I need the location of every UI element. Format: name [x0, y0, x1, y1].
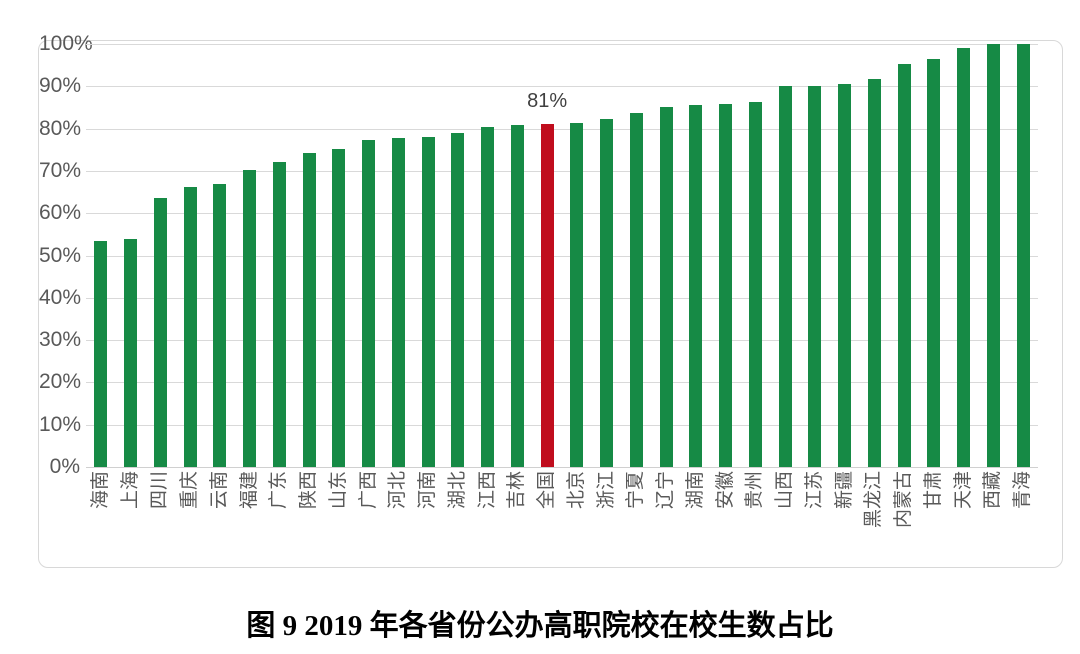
bar	[362, 139, 376, 467]
gridline	[86, 44, 1038, 45]
bar	[986, 44, 1000, 467]
bar	[481, 126, 495, 467]
x-tick-label: 四川	[149, 471, 171, 510]
x-axis-labels: 海南 上海 四川 重庆 云南 福建 广东 陕西 山东 广西 河北 河南 湖北 江西 吉林 全国 北京 浙江 宁夏 辽宁…	[86, 468, 1038, 568]
bar	[421, 137, 435, 467]
bar	[927, 58, 941, 467]
x-tick-label: 辽宁	[655, 471, 677, 510]
bar	[302, 153, 316, 467]
x-tick-label: 新疆	[833, 471, 855, 510]
y-tick-label: 80%	[39, 116, 82, 140]
bar	[600, 119, 614, 467]
x-tick-label: 内蒙古	[893, 471, 915, 529]
x-tick-label: 河北	[387, 471, 409, 510]
gridline	[86, 382, 1038, 384]
x-tick-label: 陕西	[298, 471, 320, 510]
bar-chart: 100% 90% 80% 70% 60% 50% 40% 30% 20% 10% 0% 81% 海南…	[38, 32, 1063, 568]
y-tick-label: 0%	[49, 455, 80, 478]
x-tick-label: 浙江	[595, 471, 617, 510]
bar	[391, 138, 405, 467]
bar	[897, 63, 911, 467]
bar	[719, 104, 733, 467]
x-tick-label: 云南	[208, 471, 230, 510]
bar	[243, 169, 257, 467]
y-tick-label: 40%	[39, 285, 82, 309]
x-tick-label: 山西	[774, 471, 796, 510]
x-tick-label: 黑龙江	[863, 471, 885, 529]
x-tick-label: 山东	[327, 471, 349, 510]
bar	[183, 187, 197, 467]
y-tick-label: 30%	[39, 328, 82, 352]
x-tick-label: 宁夏	[625, 471, 647, 510]
x-tick-label: 全国	[536, 471, 558, 510]
bar	[272, 162, 286, 467]
bar	[748, 101, 762, 467]
x-tick-label: 江苏	[803, 471, 825, 510]
y-tick-label: 20%	[39, 370, 82, 394]
y-tick-label: 10%	[39, 412, 82, 436]
gridline	[86, 213, 1038, 215]
x-tick-label: 青海	[1012, 471, 1034, 510]
bar-national-highlight	[540, 124, 554, 467]
bar	[1016, 44, 1030, 467]
y-tick-label: 100%	[39, 32, 93, 55]
x-tick-label: 上海	[119, 471, 141, 510]
bar	[867, 79, 881, 467]
bar	[94, 241, 108, 467]
gridline	[86, 86, 1038, 88]
gridline	[86, 297, 1038, 299]
gridline	[86, 424, 1038, 426]
y-tick-label: 50%	[39, 243, 82, 267]
x-tick-label: 海南	[89, 471, 111, 510]
figure-caption: 图 9 2019 年各省份公办高职院校在校生数占比	[246, 610, 834, 642]
x-tick-label: 西藏	[982, 471, 1004, 510]
x-tick-label: 贵州	[744, 471, 766, 510]
bar	[689, 105, 703, 467]
bar	[570, 123, 584, 467]
bar	[124, 238, 138, 467]
x-tick-label: 湖北	[446, 471, 468, 510]
y-axis-tick-labels: 100% 90% 80% 70% 60% 50% 40% 30% 20% 10% 0%	[39, 32, 93, 567]
bar	[332, 149, 346, 467]
gridline	[86, 170, 1038, 172]
national-value-label: 81%	[527, 90, 568, 113]
bar	[153, 198, 167, 467]
x-tick-label: 安徽	[714, 471, 736, 510]
x-tick-label: 吉林	[506, 471, 528, 510]
gridline	[86, 255, 1038, 257]
bar	[451, 132, 465, 467]
x-tick-label: 北京	[565, 471, 587, 510]
bar	[838, 83, 852, 467]
x-tick-label: 湖南	[684, 471, 706, 510]
x-tick-label: 甘肃	[922, 471, 944, 510]
bar	[778, 85, 792, 467]
bar	[808, 85, 822, 467]
x-tick-label: 福建	[238, 471, 260, 510]
bar	[659, 107, 673, 467]
y-tick-label: 70%	[39, 158, 82, 182]
x-tick-label: 重庆	[179, 471, 201, 510]
plot-area: 81%	[86, 44, 1038, 468]
x-axis-line	[86, 467, 1038, 468]
x-tick-label: 河南	[417, 471, 439, 510]
gridline	[86, 128, 1038, 130]
x-tick-label: 广东	[268, 471, 290, 510]
y-tick-label: 60%	[39, 201, 82, 225]
bar	[957, 48, 971, 467]
bar	[213, 184, 227, 467]
x-tick-label: 江西	[476, 471, 498, 510]
y-tick-label: 90%	[39, 74, 82, 98]
x-tick-label: 天津	[952, 471, 974, 510]
gridline	[86, 340, 1038, 342]
bar	[629, 112, 643, 467]
bar	[510, 124, 524, 467]
x-tick-label: 广西	[357, 471, 379, 510]
